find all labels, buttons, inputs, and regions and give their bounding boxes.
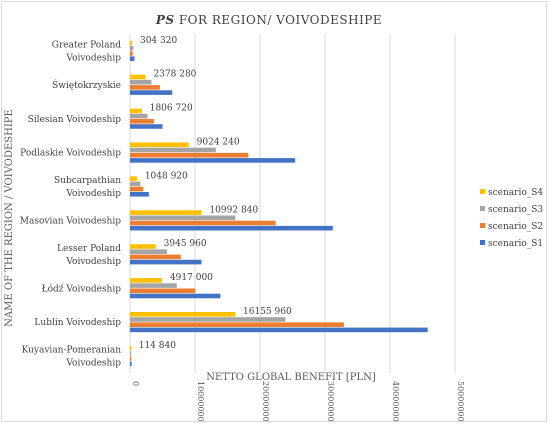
bar [130, 210, 202, 215]
data-label: 16155 960 [243, 307, 292, 317]
data-label: 2378 280 [153, 70, 196, 80]
bar [130, 345, 131, 351]
x-tick-label: 20000000 [261, 381, 270, 422]
x-tick-label: 10000000 [196, 381, 205, 422]
bar [130, 288, 195, 294]
chart-title-prefix: PS [155, 13, 175, 27]
data-label: 114 840 [139, 341, 176, 351]
y-axis-title: NAME OF THE REGION / VOIVODESHIPE [4, 109, 15, 327]
bar [130, 311, 236, 317]
bar [130, 327, 428, 333]
bar [130, 79, 152, 85]
category-label: Lublin Voivodeship [34, 318, 121, 328]
legend-swatch [480, 240, 485, 245]
bar [130, 85, 160, 90]
legend-label: scenario_S2 [488, 222, 543, 232]
bar [130, 40, 132, 46]
bar [130, 124, 163, 129]
bar [130, 147, 216, 153]
bar [130, 181, 141, 187]
chart-title: PS FOR REGION/ VOIVODESHIPE [155, 13, 382, 27]
bar [130, 254, 181, 260]
bar [130, 118, 155, 124]
bar [130, 191, 149, 197]
category-label: Silesian Voivodeship [28, 115, 122, 125]
data-label: 304 320 [140, 36, 177, 46]
bar [130, 293, 221, 299]
legend-label: scenario_S3 [488, 205, 543, 215]
bar [130, 259, 202, 265]
bar [130, 158, 296, 163]
bar [130, 225, 333, 231]
data-label: 10992 840 [209, 205, 258, 215]
bar [130, 186, 143, 192]
data-label: 1806 720 [150, 104, 193, 114]
data-label: 4917 000 [170, 273, 213, 283]
bar [130, 108, 142, 114]
category-label: Voivodeship [65, 257, 121, 267]
category-label: Greater Poland [52, 40, 121, 50]
category-label: Podlaskie Voivodeship [20, 149, 121, 159]
bar [130, 56, 135, 61]
bar [130, 74, 146, 80]
legend-swatch [480, 223, 485, 228]
chart-title-rest: FOR REGION/ VOIVODESHIPE [175, 13, 383, 27]
legend-label: scenario_S1 [488, 239, 543, 249]
x-tick-label: 0 [131, 381, 140, 386]
bar [130, 113, 148, 119]
bar [130, 215, 236, 221]
category-label: Masovian Voivodeship [20, 216, 121, 226]
bar [130, 152, 249, 158]
data-label: 9024 240 [197, 137, 240, 147]
legend-swatch [480, 189, 485, 194]
legend-swatch [480, 206, 485, 211]
data-label: 3945 960 [164, 239, 207, 249]
bar [130, 90, 173, 95]
grid-layer [129, 34, 456, 373]
bar [130, 51, 133, 56]
x-tick-label: 40000000 [391, 381, 400, 422]
bar [130, 351, 132, 356]
category-label: Voivodeship [65, 359, 121, 369]
category-label: Świętokrzyskie [52, 79, 121, 91]
category-label: Łódź Voivodeship [42, 283, 122, 294]
category-label: Lesser Poland [57, 244, 121, 254]
legend: scenario_S4 scenario_S3 scenario_S2scenari… [480, 188, 543, 249]
x-tick-label: 30000000 [326, 381, 335, 422]
bar [130, 356, 131, 361]
bar [130, 244, 156, 249]
x-tick-label: 50000000 [456, 381, 465, 422]
bar [130, 361, 132, 367]
bar [130, 142, 189, 148]
legend-label: scenario_S4 [488, 188, 543, 198]
category-label: Subcarpathian [54, 176, 121, 186]
bar [130, 220, 276, 226]
category-label: Voivodeship [65, 53, 121, 63]
bar [130, 317, 286, 322]
bar [130, 176, 137, 181]
bar [130, 322, 344, 327]
bars-layer [130, 40, 428, 367]
category-label: Voivodeship [65, 189, 121, 199]
bar [130, 45, 134, 51]
labels-layer: 0 10000000 20000000 30000000 40000000 5000000… [20, 36, 465, 422]
category-label: Kuyavian-Pomeranian [22, 346, 122, 356]
data-label: 1048 920 [145, 171, 188, 181]
bar [130, 283, 177, 288]
bar [130, 249, 168, 254]
bar [130, 278, 162, 283]
x-axis-title: NETTO GLOBAL BENEFIT [PLN] [206, 372, 376, 383]
